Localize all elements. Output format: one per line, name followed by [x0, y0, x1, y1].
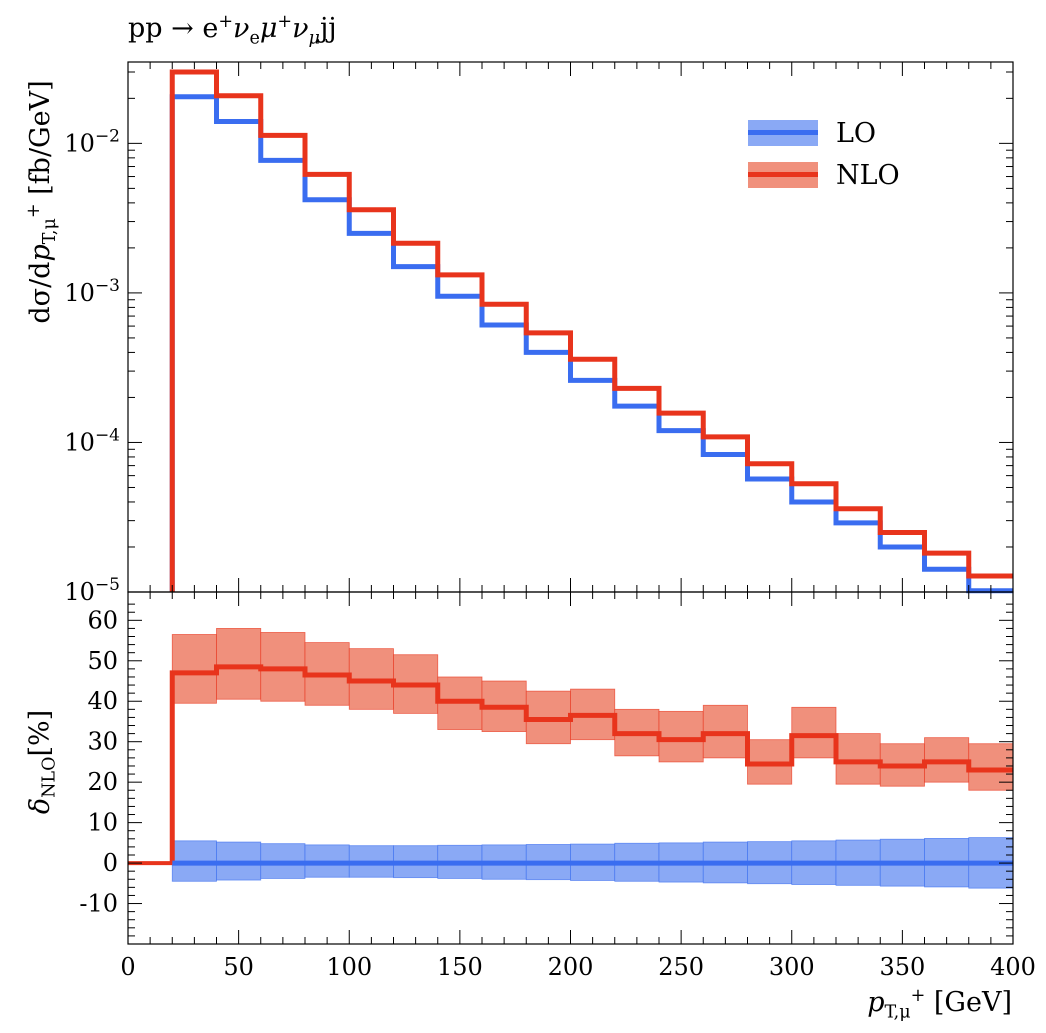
y-tick-label-top-3: 10−5	[64, 575, 120, 606]
ratio-line-nlo	[169, 664, 1013, 864]
y-tick-label-bot-20: 20	[87, 768, 118, 796]
band-nlo-1	[216, 628, 262, 700]
x-tick-label-100: 100	[326, 953, 372, 981]
x-tick-label-250: 250	[658, 953, 704, 981]
x-tick-label-350: 350	[879, 953, 925, 981]
y-tick-label-bot-10: 10	[87, 809, 118, 837]
y-tick-label-bot-50: 50	[87, 647, 118, 675]
x-tick-label-400: 400	[990, 953, 1036, 981]
x-axis-label: pT,μ+ [GeV]	[867, 986, 1012, 1023]
legend-swatch-lo	[748, 120, 818, 146]
y-tick-label-bot-0: 0	[103, 849, 118, 877]
y-axis-label-bottom: δNLO[%]	[24, 709, 60, 815]
y-tick-label-top-2: 10−4	[64, 425, 120, 456]
y-tick-label-bot--10: -10	[79, 890, 118, 918]
x-tick-label-300: 300	[769, 953, 815, 981]
legend-swatch-nlo	[748, 162, 818, 188]
x-tick-label-200: 200	[548, 953, 594, 981]
y-tick-label-top-0: 10−2	[64, 126, 120, 157]
y-tick-label-top-1: 10−3	[64, 276, 120, 307]
legend-entry-lo: LO	[748, 112, 900, 154]
y-axis-label-top: dσ/dpT,μ+ [fb/GeV]	[23, 80, 61, 324]
band-nlo-11	[658, 710, 704, 763]
series-line-nlo	[169, 69, 1013, 592]
band-nlo-15	[835, 733, 881, 785]
y-tick-label-bot-60: 60	[87, 606, 118, 634]
legend: LO NLO	[748, 112, 900, 196]
legend-entry-nlo: NLO	[748, 154, 900, 196]
band-nlo-0	[171, 634, 217, 704]
y-tick-label-bot-40: 40	[87, 687, 118, 715]
band-nlo-18	[968, 743, 1014, 791]
legend-label-lo: LO	[836, 117, 877, 149]
x-tick-label-150: 150	[437, 953, 483, 981]
x-tick-label-0: 0	[120, 953, 135, 981]
y-tick-label-bot-30: 30	[87, 728, 118, 756]
plot-title: pp → e+νeμ+νμjj	[128, 12, 337, 49]
band-nlo-14	[791, 706, 837, 759]
x-tick-label-50: 50	[223, 953, 254, 981]
legend-label-nlo: NLO	[836, 159, 900, 191]
